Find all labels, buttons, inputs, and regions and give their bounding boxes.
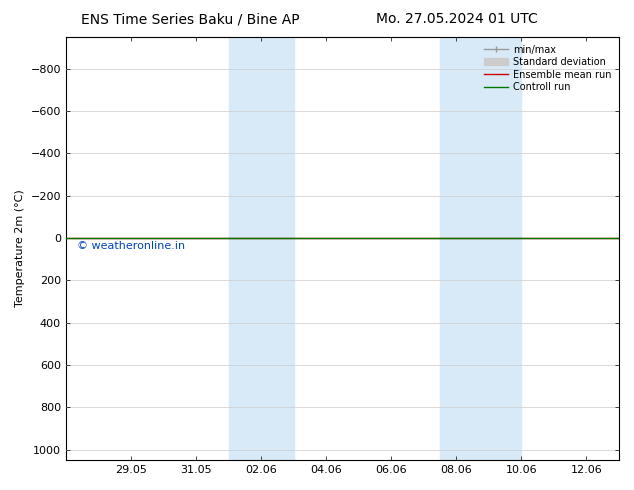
Legend: min/max, Standard deviation, Ensemble mean run, Controll run: min/max, Standard deviation, Ensemble me…	[481, 42, 614, 95]
Bar	[229, 37, 294, 460]
Bar	[440, 37, 521, 460]
Text: © weatheronline.in: © weatheronline.in	[77, 242, 185, 251]
Text: ENS Time Series Baku / Bine AP: ENS Time Series Baku / Bine AP	[81, 12, 299, 26]
Y-axis label: Temperature 2m (°C): Temperature 2m (°C)	[15, 190, 25, 307]
Text: Mo. 27.05.2024 01 UTC: Mo. 27.05.2024 01 UTC	[375, 12, 538, 26]
